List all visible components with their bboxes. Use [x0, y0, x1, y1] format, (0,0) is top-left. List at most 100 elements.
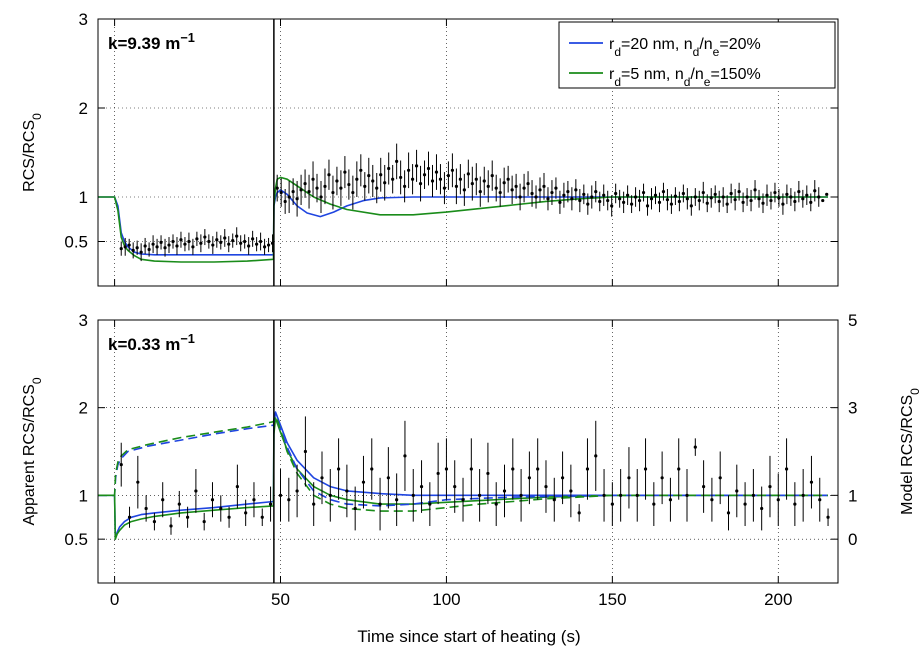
legend-label-part: =20 nm, n — [621, 36, 693, 53]
data-point — [761, 201, 765, 205]
data-point — [175, 244, 179, 248]
data-point — [474, 177, 478, 181]
data-point — [283, 199, 287, 204]
data-point — [387, 166, 391, 171]
data-point — [247, 244, 251, 248]
data-point — [486, 184, 490, 188]
data-point — [594, 190, 598, 194]
data-point — [797, 190, 801, 194]
data-point — [194, 489, 198, 493]
data-point — [239, 241, 243, 245]
x-tick-label: 0 — [110, 590, 119, 609]
data-point — [428, 502, 432, 506]
data-point — [502, 181, 506, 185]
data-point — [697, 198, 701, 203]
data-point — [462, 188, 466, 192]
data-point — [407, 168, 411, 172]
data-point — [606, 198, 610, 203]
data-point — [526, 182, 530, 186]
y-tick-label: 2 — [79, 99, 88, 118]
data-point — [652, 502, 656, 506]
data-point — [536, 467, 540, 471]
data-point — [454, 184, 458, 188]
data-point — [721, 195, 725, 199]
data-point — [626, 193, 630, 197]
data-point — [801, 493, 805, 497]
data-point — [627, 476, 631, 480]
data-point — [199, 241, 203, 245]
data-point — [235, 484, 239, 489]
data-point — [391, 177, 395, 181]
x-tick-label: 100 — [432, 590, 460, 609]
data-point — [287, 498, 291, 502]
x-axis-label: Time since start of heating (s) — [357, 627, 580, 646]
data-point — [123, 245, 127, 249]
panel-annotation-exponent: −1 — [180, 331, 195, 346]
data-point — [470, 182, 474, 186]
data-point — [643, 467, 648, 471]
data-point — [550, 190, 554, 195]
data-point — [327, 173, 331, 177]
data-point — [569, 489, 573, 493]
data-point — [710, 498, 714, 502]
data-point — [291, 190, 295, 194]
data-point — [629, 202, 634, 206]
data-point — [278, 493, 283, 497]
data-point — [657, 200, 662, 204]
y-tick-label: 1 — [79, 188, 88, 207]
data-point — [685, 197, 689, 201]
data-point — [793, 502, 797, 506]
data-point — [622, 200, 626, 204]
y-axis-label: Apparent RCS/RCS0 — [21, 377, 44, 525]
data-point — [336, 467, 341, 471]
data-point — [303, 449, 307, 454]
data-point — [438, 177, 443, 181]
data-point — [386, 476, 390, 480]
data-point — [426, 166, 431, 171]
data-point — [753, 188, 757, 192]
data-point — [227, 515, 231, 519]
data-point — [266, 243, 271, 247]
data-point — [602, 493, 606, 497]
data-point — [185, 515, 190, 519]
data-point — [430, 179, 435, 183]
data-point — [809, 480, 814, 484]
data-point — [395, 159, 399, 163]
data-point — [161, 498, 165, 502]
data-point — [345, 489, 349, 493]
data-point — [446, 174, 451, 178]
y-tick-label: 3 — [79, 10, 88, 29]
y-axis-label-sub: 0 — [30, 113, 44, 120]
data-point — [355, 177, 359, 181]
data-point — [202, 520, 206, 524]
data-point — [375, 186, 379, 190]
data-point — [590, 195, 594, 199]
data-point — [677, 199, 681, 204]
data-point — [295, 197, 299, 201]
y2-axis-label: Model RCS/RCS0 — [899, 388, 922, 515]
y2-tick-label: 3 — [848, 399, 857, 418]
data-point — [119, 247, 123, 251]
data-point — [179, 238, 183, 242]
data-point — [578, 198, 582, 203]
y2-axis-label-sub: 0 — [908, 388, 922, 395]
data-point — [826, 515, 830, 519]
data-point — [522, 186, 526, 190]
data-point — [784, 467, 789, 471]
data-point — [367, 174, 371, 178]
legend-label: rd=20 nm, nd/ne=20% — [609, 36, 761, 59]
data-point — [319, 195, 323, 199]
legend-label-part: d — [684, 75, 691, 89]
data-point — [760, 506, 764, 511]
data-point — [677, 467, 681, 471]
data-point — [370, 467, 374, 471]
data-point — [735, 489, 739, 493]
data-point — [781, 202, 785, 206]
data-point — [498, 190, 502, 195]
data-point — [187, 239, 191, 244]
legend-label: rd=5 nm, nd/ne=150% — [609, 66, 761, 89]
data-point — [582, 192, 586, 196]
panel-annotation-text: k=9.39 m — [108, 34, 180, 53]
data-point — [259, 239, 263, 244]
data-point — [147, 247, 151, 252]
